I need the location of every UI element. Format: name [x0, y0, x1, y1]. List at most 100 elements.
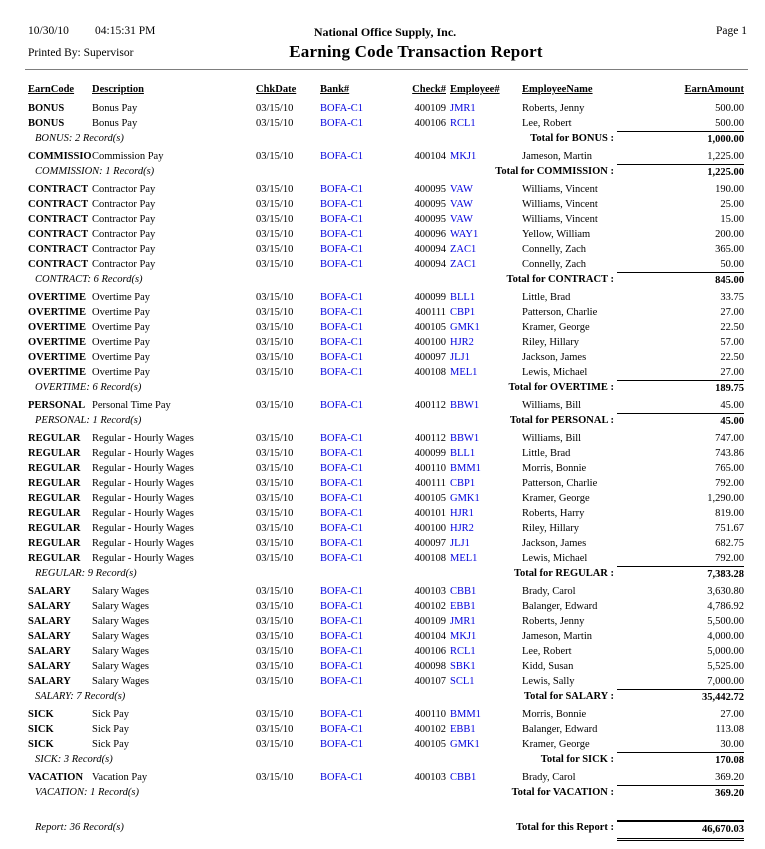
cell-employee-link[interactable]: ZAC1	[450, 244, 477, 255]
cell-bank-link[interactable]: BOFA-C1	[320, 259, 363, 270]
cell-employee-link[interactable]: JMR1	[450, 103, 476, 114]
cell-employee-link[interactable]: CBP1	[450, 307, 476, 318]
cell-chk-date: 03/15/10	[256, 292, 294, 303]
group-total-row: BONUS: 2 Record(s) Total for BONUS :1,000…	[0, 131, 765, 147]
cell-bank-link[interactable]: BOFA-C1	[320, 151, 363, 162]
earn-code-group: CONTRACT Contractor Pay 03/15/10 BOFA-C1 400…	[0, 182, 765, 288]
column-header-description: Description	[92, 84, 144, 95]
cell-bank-link[interactable]: BOFA-C1	[320, 586, 363, 597]
cell-check-number: 400105	[414, 322, 447, 333]
cell-bank-link[interactable]: BOFA-C1	[320, 523, 363, 534]
cell-employee-link[interactable]: EBB1	[450, 601, 476, 612]
cell-employee-link[interactable]: BBW1	[450, 400, 480, 411]
cell-earn-code: SALARY	[28, 676, 71, 687]
cell-description: Salary Wages	[92, 646, 149, 657]
cell-earn-amount: 3,630.80	[707, 586, 744, 597]
cell-chk-date: 03/15/10	[256, 337, 294, 348]
cell-earn-amount: 57.00	[720, 337, 744, 348]
cell-bank-link[interactable]: BOFA-C1	[320, 508, 363, 519]
cell-bank-link[interactable]: BOFA-C1	[320, 739, 363, 750]
cell-employee-link[interactable]: GMK1	[450, 739, 480, 750]
cell-employee-link[interactable]: VAW	[450, 214, 473, 225]
cell-employee-link[interactable]: MEL1	[450, 367, 478, 378]
cell-bank-link[interactable]: BOFA-C1	[320, 709, 363, 720]
cell-employee-link[interactable]: HJR2	[450, 337, 474, 348]
cell-employee-link[interactable]: MKJ1	[450, 631, 477, 642]
cell-employee-link[interactable]: GMK1	[450, 493, 480, 504]
cell-employee-name: Lee, Robert	[522, 646, 572, 657]
cell-employee-link[interactable]: MEL1	[450, 553, 478, 564]
cell-employee-link[interactable]: JLJ1	[450, 538, 470, 549]
cell-earn-amount: 25.00	[720, 199, 744, 210]
table-row: CONTRACT Contractor Pay 03/15/10 BOFA-C1 400…	[0, 182, 765, 197]
cell-earn-code: CONTRACT	[28, 214, 89, 225]
cell-bank-link[interactable]: BOFA-C1	[320, 400, 363, 411]
cell-description: Salary Wages	[92, 661, 149, 672]
cell-bank-link[interactable]: BOFA-C1	[320, 229, 363, 240]
cell-employee-link[interactable]: VAW	[450, 199, 473, 210]
cell-employee-link[interactable]: VAW	[450, 184, 473, 195]
cell-bank-link[interactable]: BOFA-C1	[320, 199, 363, 210]
cell-employee-link[interactable]: JLJ1	[450, 352, 470, 363]
report-record-count: Report: 36 Record(s)	[35, 822, 124, 833]
cell-employee-link[interactable]: GMK1	[450, 322, 480, 333]
cell-bank-link[interactable]: BOFA-C1	[320, 244, 363, 255]
cell-bank-link[interactable]: BOFA-C1	[320, 553, 363, 564]
cell-description: Overtime Pay	[92, 322, 151, 333]
cell-bank-link[interactable]: BOFA-C1	[320, 322, 363, 333]
cell-bank-link[interactable]: BOFA-C1	[320, 478, 363, 489]
table-row: REGULAR Regular - Hourly Wages 03/15/10 BOF…	[0, 521, 765, 536]
cell-bank-link[interactable]: BOFA-C1	[320, 433, 363, 444]
cell-check-number: 400097	[414, 352, 447, 363]
cell-bank-link[interactable]: BOFA-C1	[320, 724, 363, 735]
cell-description: Regular - Hourly Wages	[92, 493, 194, 504]
cell-chk-date: 03/15/10	[256, 199, 294, 210]
cell-bank-link[interactable]: BOFA-C1	[320, 214, 363, 225]
cell-bank-link[interactable]: BOFA-C1	[320, 646, 363, 657]
cell-employee-link[interactable]: HJR1	[450, 508, 474, 519]
cell-employee-link[interactable]: SCL1	[450, 676, 475, 687]
earn-code-group: SICK Sick Pay 03/15/10 BOFA-C1 400110 BMM1 Mor…	[0, 707, 765, 768]
cell-employee-name: Jackson, James	[522, 352, 587, 363]
cell-bank-link[interactable]: BOFA-C1	[320, 631, 363, 642]
cell-employee-link[interactable]: BBW1	[450, 433, 480, 444]
cell-employee-link[interactable]: RCL1	[450, 646, 476, 657]
cell-bank-link[interactable]: BOFA-C1	[320, 772, 363, 783]
cell-employee-link[interactable]: EBB1	[450, 724, 476, 735]
cell-check-number: 400103	[414, 772, 447, 783]
cell-employee-link[interactable]: ZAC1	[450, 259, 477, 270]
cell-bank-link[interactable]: BOFA-C1	[320, 103, 363, 114]
cell-bank-link[interactable]: BOFA-C1	[320, 661, 363, 672]
cell-employee-link[interactable]: BMM1	[450, 463, 481, 474]
cell-bank-link[interactable]: BOFA-C1	[320, 538, 363, 549]
cell-bank-link[interactable]: BOFA-C1	[320, 352, 363, 363]
cell-employee-link[interactable]: CBB1	[450, 586, 477, 597]
cell-employee-link[interactable]: CBP1	[450, 478, 476, 489]
cell-bank-link[interactable]: BOFA-C1	[320, 493, 363, 504]
cell-employee-link[interactable]: RCL1	[450, 118, 476, 129]
cell-description: Salary Wages	[92, 586, 149, 597]
cell-employee-link[interactable]: BLL1	[450, 292, 476, 303]
cell-employee-link[interactable]: SBK1	[450, 661, 476, 672]
cell-employee-link[interactable]: BLL1	[450, 448, 476, 459]
cell-employee-link[interactable]: JMR1	[450, 616, 476, 627]
cell-bank-link[interactable]: BOFA-C1	[320, 307, 363, 318]
cell-bank-link[interactable]: BOFA-C1	[320, 337, 363, 348]
cell-bank-link[interactable]: BOFA-C1	[320, 184, 363, 195]
cell-bank-link[interactable]: BOFA-C1	[320, 118, 363, 129]
cell-employee-link[interactable]: CBB1	[450, 772, 477, 783]
cell-chk-date: 03/15/10	[256, 616, 294, 627]
cell-bank-link[interactable]: BOFA-C1	[320, 676, 363, 687]
cell-bank-link[interactable]: BOFA-C1	[320, 616, 363, 627]
cell-bank-link[interactable]: BOFA-C1	[320, 292, 363, 303]
cell-chk-date: 03/15/10	[256, 229, 294, 240]
cell-employee-link[interactable]: HJR2	[450, 523, 474, 534]
cell-bank-link[interactable]: BOFA-C1	[320, 448, 363, 459]
cell-employee-link[interactable]: BMM1	[450, 709, 481, 720]
cell-employee-link[interactable]: WAY1	[450, 229, 479, 240]
cell-bank-link[interactable]: BOFA-C1	[320, 463, 363, 474]
cell-bank-link[interactable]: BOFA-C1	[320, 601, 363, 612]
cell-bank-link[interactable]: BOFA-C1	[320, 367, 363, 378]
cell-employee-link[interactable]: MKJ1	[450, 151, 477, 162]
